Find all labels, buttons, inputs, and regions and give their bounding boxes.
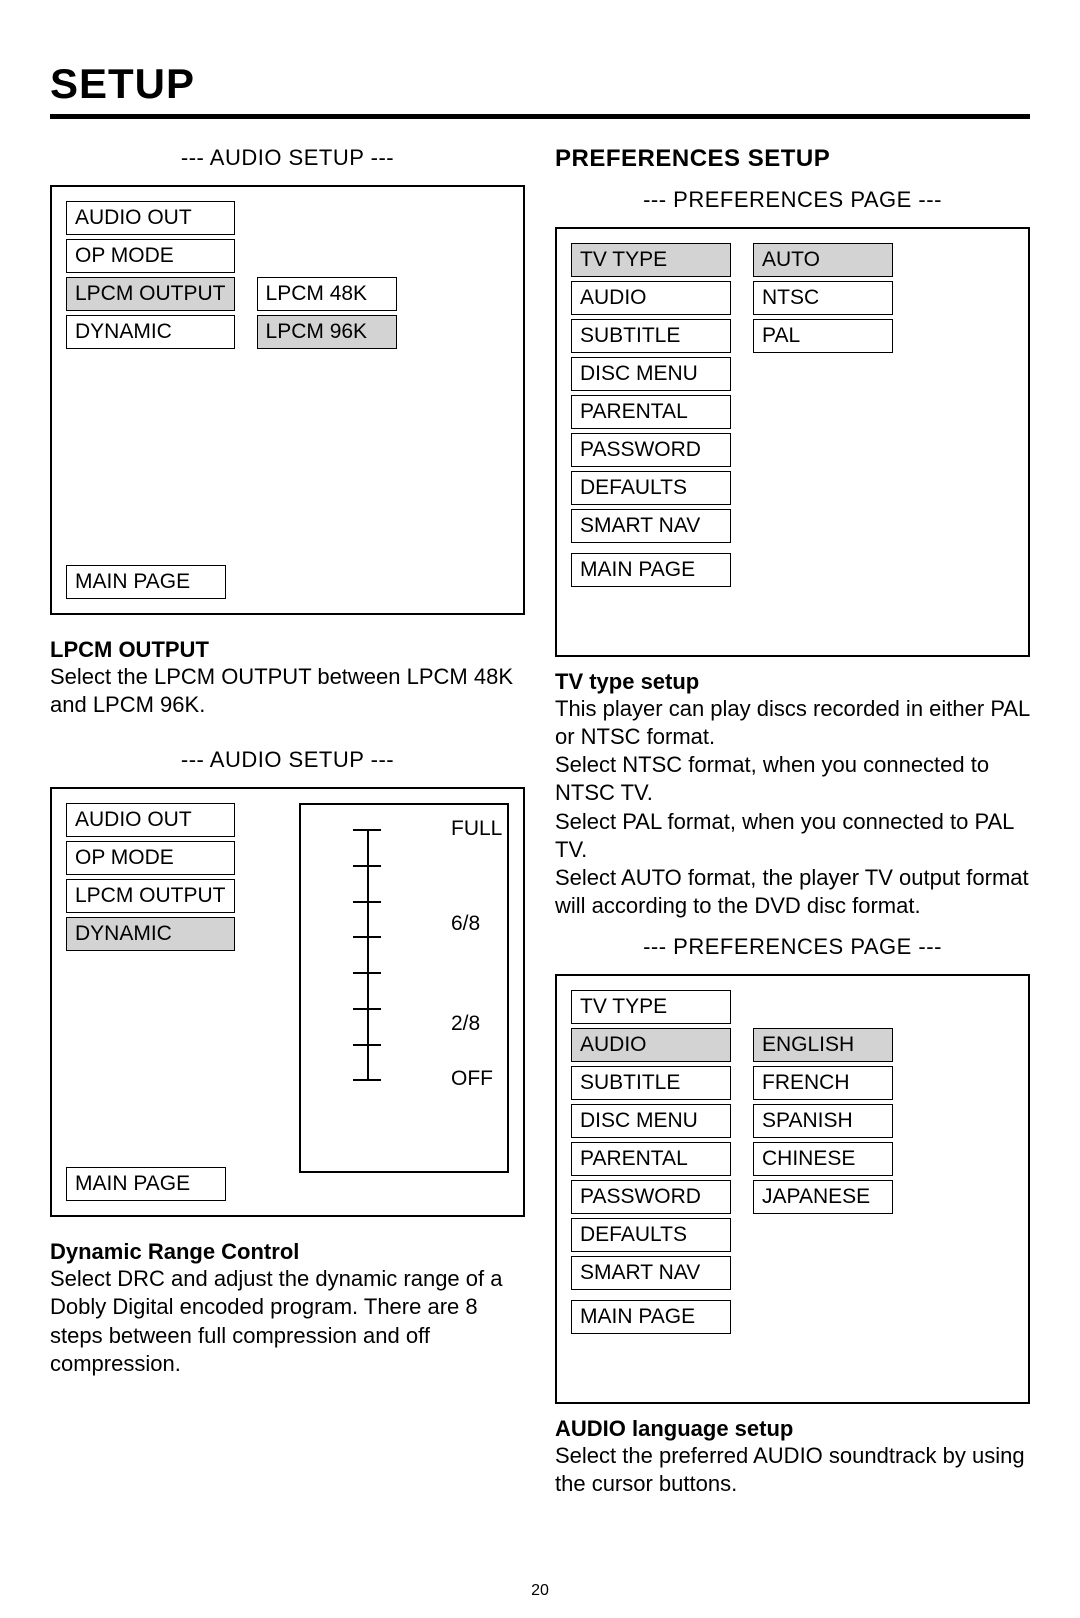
drc-desc: Select DRC and adjust the dynamic range … — [50, 1265, 525, 1378]
menu-item-audio-out[interactable]: AUDIO OUT — [66, 201, 235, 235]
audio-lang-head: AUDIO language setup — [555, 1416, 1030, 1442]
audio-lang-desc: Select the preferred AUDIO soundtrack by… — [555, 1442, 1030, 1498]
menu-item-op-mode[interactable]: OP MODE — [66, 239, 235, 273]
option-spanish[interactable]: SPANISH — [753, 1104, 893, 1138]
menu-item-main-page[interactable]: MAIN PAGE — [66, 565, 226, 599]
scale-label-6-8: 6/8 — [451, 912, 480, 936]
lpcm-menu-box: AUDIO OUT OP MODE LPCM OUTPUT DYNAMIC LP… — [50, 185, 525, 615]
option-pal[interactable]: PAL — [753, 319, 893, 353]
menu-item-parental-2[interactable]: PARENTAL — [571, 1142, 731, 1176]
tv-type-head: TV type setup — [555, 669, 1030, 695]
dynamic-scale[interactable]: FULL 6/8 2/8 OFF — [367, 829, 369, 1079]
menu-item-defaults-2[interactable]: DEFAULTS — [571, 1218, 731, 1252]
tv-type-options: AUTO NTSC PAL — [753, 243, 893, 587]
preferences-header-1: --- PREFERENCES PAGE --- — [555, 187, 1030, 213]
menu-item-lpcm-output[interactable]: LPCM OUTPUT — [66, 277, 235, 311]
tv-type-menu-items: TV TYPE AUDIO SUBTITLE DISC MENU PARENTA… — [571, 243, 731, 587]
page-number: 20 — [531, 1582, 549, 1600]
audio-lang-menu-items: TV TYPE AUDIO SUBTITLE DISC MENU PARENTA… — [571, 990, 731, 1334]
lpcm-desc: Select the LPCM OUTPUT between LPCM 48K … — [50, 663, 525, 719]
option-lpcm-48k[interactable]: LPCM 48K — [257, 277, 397, 311]
right-column: PREFERENCES SETUP --- PREFERENCES PAGE -… — [555, 145, 1030, 1511]
menu-item-audio-2[interactable]: AUDIO — [571, 1028, 731, 1062]
option-auto[interactable]: AUTO — [753, 243, 893, 277]
audio-setup-header-2: --- AUDIO SETUP --- — [50, 747, 525, 773]
preferences-header-2: --- PREFERENCES PAGE --- — [555, 934, 1030, 960]
menu-item-subtitle-2[interactable]: SUBTITLE — [571, 1066, 731, 1100]
scale-label-full: FULL — [451, 817, 502, 841]
scale-label-off: OFF — [451, 1067, 493, 1091]
menu-item-tv-type-2[interactable]: TV TYPE — [571, 990, 731, 1024]
dynamic-scale-box: FULL 6/8 2/8 OFF — [299, 803, 509, 1173]
scale-label-2-8: 2/8 — [451, 1012, 480, 1036]
page-title: SETUP — [50, 60, 1030, 119]
dynamic-menu-box: AUDIO OUT OP MODE LPCM OUTPUT DYNAMIC FU — [50, 787, 525, 1217]
menu-item-audio-out-2[interactable]: AUDIO OUT — [66, 803, 235, 837]
menu-item-lpcm-output-2[interactable]: LPCM OUTPUT — [66, 879, 235, 913]
menu-item-op-mode-2[interactable]: OP MODE — [66, 841, 235, 875]
menu-item-main-page-2[interactable]: MAIN PAGE — [66, 1167, 226, 1201]
menu-item-defaults[interactable]: DEFAULTS — [571, 471, 731, 505]
option-lpcm-96k[interactable]: LPCM 96K — [257, 315, 397, 349]
audio-lang-options: ENGLISH FRENCH SPANISH CHINESE JAPANESE — [753, 1028, 893, 1334]
menu-item-password-2[interactable]: PASSWORD — [571, 1180, 731, 1214]
menu-item-password[interactable]: PASSWORD — [571, 433, 731, 467]
menu-item-dynamic[interactable]: DYNAMIC — [66, 315, 235, 349]
menu-item-main-page-4[interactable]: MAIN PAGE — [571, 1300, 731, 1334]
menu-item-tv-type[interactable]: TV TYPE — [571, 243, 731, 277]
option-french[interactable]: FRENCH — [753, 1066, 893, 1100]
menu-item-disc-menu[interactable]: DISC MENU — [571, 357, 731, 391]
left-column: --- AUDIO SETUP --- AUDIO OUT OP MODE LP… — [50, 145, 525, 1511]
option-chinese[interactable]: CHINESE — [753, 1142, 893, 1176]
option-english[interactable]: ENGLISH — [753, 1028, 893, 1062]
lpcm-desc-head: LPCM OUTPUT — [50, 637, 525, 663]
menu-item-parental[interactable]: PARENTAL — [571, 395, 731, 429]
menu-item-main-page-3[interactable]: MAIN PAGE — [571, 553, 731, 587]
menu-item-audio[interactable]: AUDIO — [571, 281, 731, 315]
menu-item-smart-nav[interactable]: SMART NAV — [571, 509, 731, 543]
dynamic-menu-items: AUDIO OUT OP MODE LPCM OUTPUT DYNAMIC — [66, 803, 235, 951]
tv-type-desc: This player can play discs recorded in e… — [555, 695, 1030, 920]
preferences-setup-title: PREFERENCES SETUP — [555, 145, 1030, 173]
lpcm-menu-items: AUDIO OUT OP MODE LPCM OUTPUT DYNAMIC — [66, 201, 235, 349]
option-japanese[interactable]: JAPANESE — [753, 1180, 893, 1214]
audio-lang-menu-box: TV TYPE AUDIO SUBTITLE DISC MENU PARENTA… — [555, 974, 1030, 1404]
drc-head: Dynamic Range Control — [50, 1239, 525, 1265]
menu-item-dynamic-2[interactable]: DYNAMIC — [66, 917, 235, 951]
menu-item-disc-menu-2[interactable]: DISC MENU — [571, 1104, 731, 1138]
audio-setup-header-1: --- AUDIO SETUP --- — [50, 145, 525, 171]
lpcm-options: LPCM 48K LPCM 96K — [257, 277, 397, 349]
menu-item-smart-nav-2[interactable]: SMART NAV — [571, 1256, 731, 1290]
menu-item-subtitle[interactable]: SUBTITLE — [571, 319, 731, 353]
tv-type-menu-box: TV TYPE AUDIO SUBTITLE DISC MENU PARENTA… — [555, 227, 1030, 657]
option-ntsc[interactable]: NTSC — [753, 281, 893, 315]
